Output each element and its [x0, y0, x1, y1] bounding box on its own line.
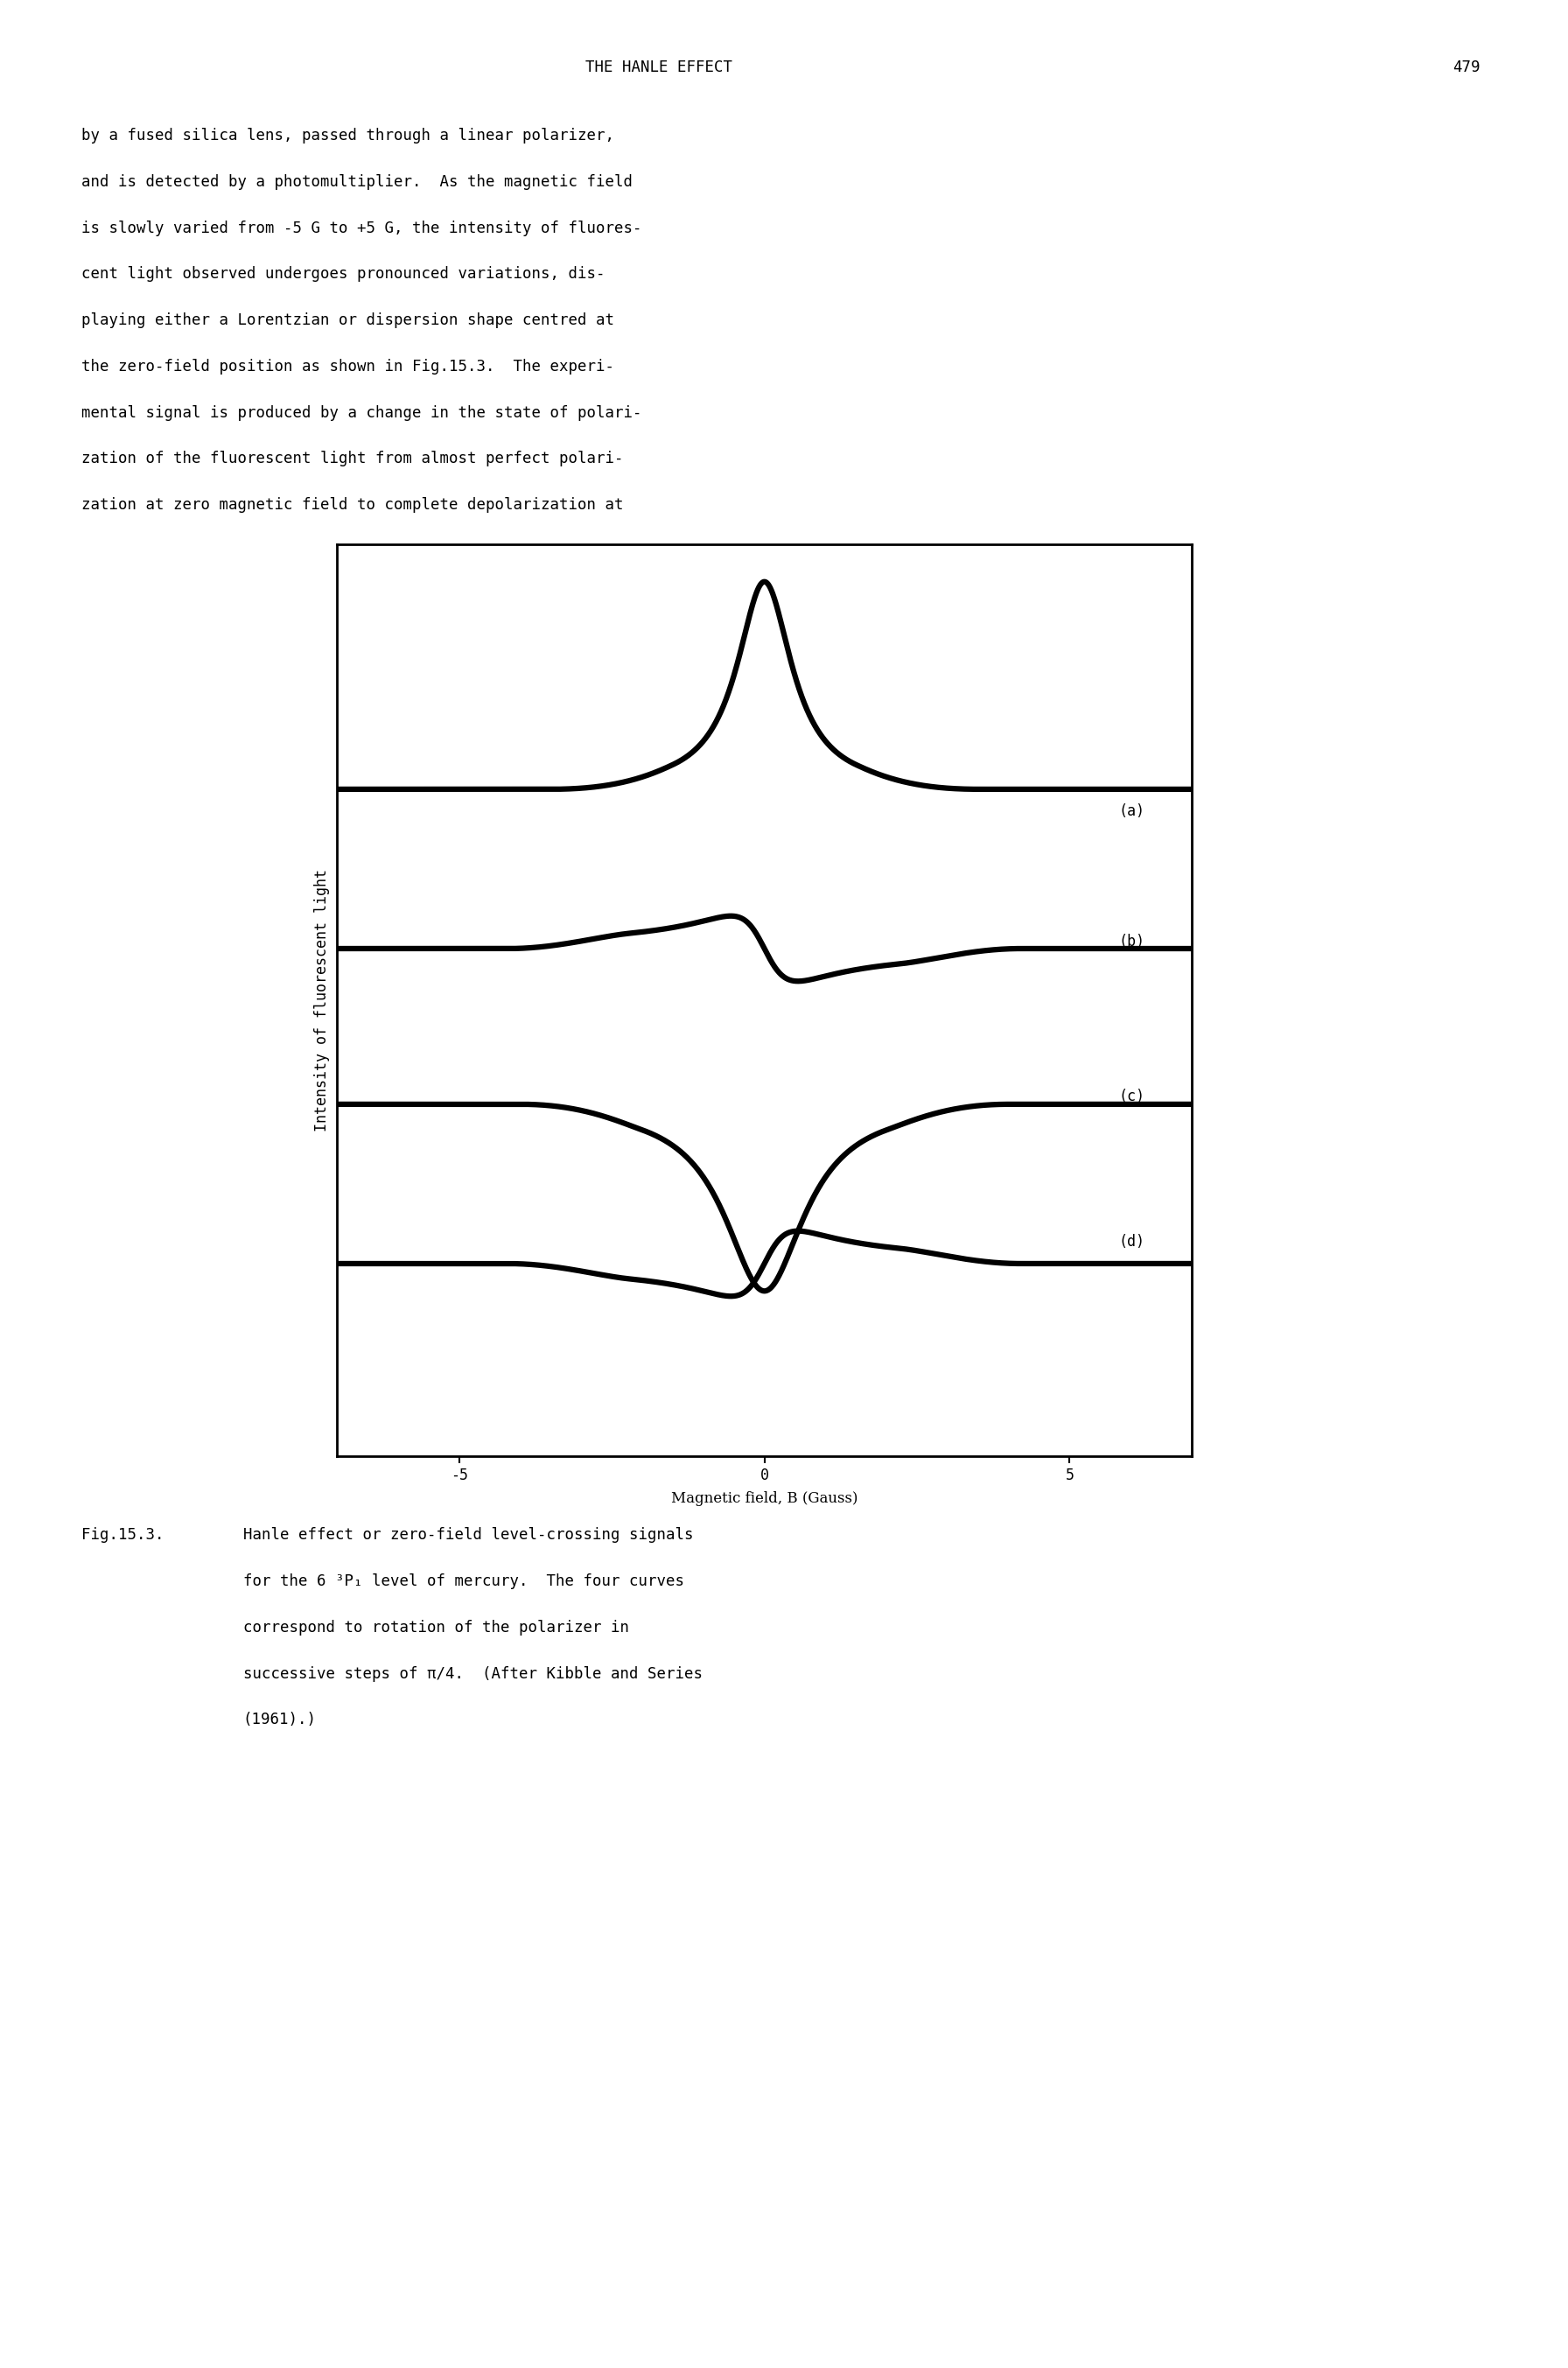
- Text: successive steps of π/4.  (After Kibble and Series: successive steps of π/4. (After Kibble a…: [243, 1667, 702, 1681]
- Text: THE HANLE EFFECT: THE HANLE EFFECT: [585, 59, 732, 76]
- Text: by a fused silica lens, passed through a linear polarizer,: by a fused silica lens, passed through a…: [82, 128, 615, 144]
- Text: mental signal is produced by a change in the state of polari-: mental signal is produced by a change in…: [82, 405, 641, 422]
- Text: cent light observed undergoes pronounced variations, dis-: cent light observed undergoes pronounced…: [82, 268, 605, 282]
- Text: (c): (c): [1118, 1089, 1145, 1106]
- Text: correspond to rotation of the polarizer in: correspond to rotation of the polarizer …: [243, 1620, 629, 1636]
- Text: zation at zero magnetic field to complete depolarization at: zation at zero magnetic field to complet…: [82, 497, 624, 514]
- Text: (b): (b): [1118, 933, 1145, 950]
- Text: playing either a Lorentzian or dispersion shape centred at: playing either a Lorentzian or dispersio…: [82, 313, 615, 329]
- Text: Hanle effect or zero-field level-crossing signals: Hanle effect or zero-field level-crossin…: [243, 1527, 693, 1544]
- Text: (1961).): (1961).): [243, 1712, 317, 1729]
- Text: is slowly varied from -5 G to +5 G, the intensity of fluores-: is slowly varied from -5 G to +5 G, the …: [82, 220, 641, 237]
- Text: the zero-field position as shown in Fig.15.3.  The experi-: the zero-field position as shown in Fig.…: [82, 360, 615, 374]
- X-axis label: Magnetic field, B (Gauss): Magnetic field, B (Gauss): [671, 1492, 858, 1506]
- Text: zation of the fluorescent light from almost perfect polari-: zation of the fluorescent light from alm…: [82, 452, 624, 466]
- Text: (d): (d): [1118, 1234, 1145, 1250]
- Y-axis label: Intensity of fluorescent light: Intensity of fluorescent light: [314, 869, 329, 1132]
- Text: 479: 479: [1452, 59, 1480, 76]
- Text: Fig.15.3.: Fig.15.3.: [82, 1527, 165, 1544]
- Text: and is detected by a photomultiplier.  As the magnetic field: and is detected by a photomultiplier. As…: [82, 175, 633, 189]
- Text: (a): (a): [1118, 803, 1145, 819]
- Text: for the 6 ³P₁ level of mercury.  The four curves: for the 6 ³P₁ level of mercury. The four…: [243, 1575, 684, 1589]
